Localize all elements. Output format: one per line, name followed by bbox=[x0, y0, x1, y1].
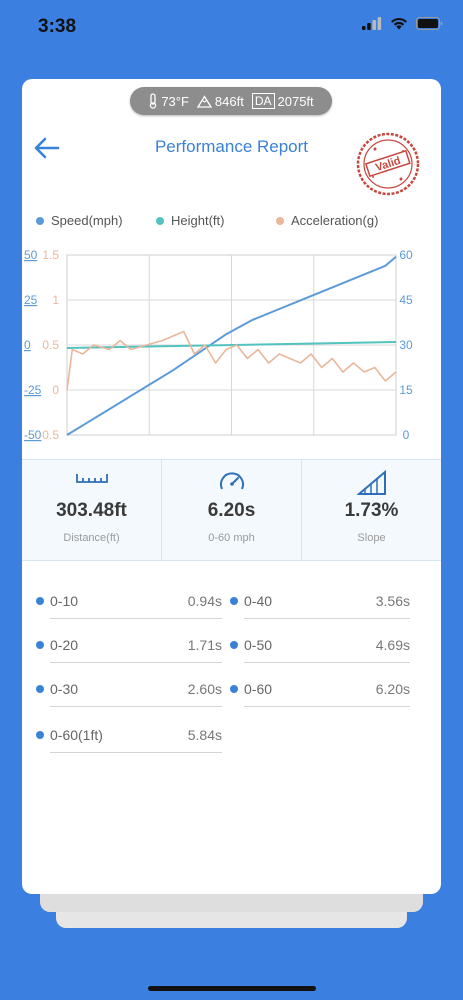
stat-label: 0-60 mph bbox=[208, 532, 255, 544]
right-tick-label: 45 bbox=[399, 293, 413, 307]
stamp-text: Valid bbox=[374, 155, 402, 174]
left-blue-tick-label: 50 bbox=[24, 248, 38, 262]
altitude-item: 846ft bbox=[196, 93, 244, 109]
split-dot bbox=[36, 596, 44, 605]
split-label: 0-20 bbox=[50, 636, 79, 653]
stat-slope: 1.73% Slope bbox=[302, 460, 441, 560]
split-time: 1.71s bbox=[187, 636, 222, 653]
valid-stamp-icon: Valid bbox=[356, 132, 420, 196]
left-blue-tick-label: -50 bbox=[24, 428, 42, 442]
thermometer-icon bbox=[150, 93, 157, 109]
split-label: 0-40 bbox=[244, 592, 273, 609]
speedometer-icon bbox=[219, 472, 244, 490]
page-title: Performance Report bbox=[154, 137, 309, 156]
legend-label: Acceleration(g) bbox=[291, 213, 379, 228]
split-time: 3.56s bbox=[375, 592, 410, 609]
density-altitude-item: DA 2075ft bbox=[251, 93, 314, 109]
stat-value: 1.73% bbox=[344, 500, 399, 521]
left-orange-tick-label: -0.5 bbox=[38, 428, 59, 442]
series-line-0 bbox=[66, 256, 397, 436]
right-tick-label: 60 bbox=[399, 248, 413, 262]
stat-label: Distance(ft) bbox=[63, 532, 120, 544]
left-orange-tick-label: 1 bbox=[52, 293, 59, 307]
back-arrow-icon[interactable] bbox=[32, 133, 62, 163]
left-blue-tick-label: 0 bbox=[24, 338, 31, 352]
split-dot bbox=[230, 684, 238, 693]
split-row-0-10: 0-10 0.94s bbox=[36, 583, 222, 619]
battery-icon bbox=[416, 17, 443, 30]
split-label: 0-60(1ft) bbox=[50, 726, 103, 743]
right-tick-label: 30 bbox=[399, 338, 413, 352]
split-dot bbox=[36, 730, 44, 739]
split-time: 6.20s bbox=[375, 680, 410, 697]
stat-label: Slope bbox=[357, 532, 386, 544]
stat-value: 303.48ft bbox=[56, 500, 127, 521]
split-label: 0-10 bbox=[50, 592, 79, 609]
stat-distance: 303.48ft Distance(ft) bbox=[22, 460, 162, 560]
legend-item-acceleration: Acceleration(g) bbox=[276, 213, 378, 228]
stat-zero-to-sixty: 6.20s 0-60 mph bbox=[162, 460, 302, 560]
legend-label: Height(ft) bbox=[171, 213, 225, 228]
left-orange-tick-label: 1.5 bbox=[42, 248, 59, 262]
split-label: 0-50 bbox=[244, 636, 273, 653]
status-bar: 3:38 bbox=[0, 0, 463, 56]
split-row-0-50: 0-50 4.69s bbox=[230, 627, 410, 663]
split-row-0-60-1ft: 0-60(1ft) 5.84s bbox=[36, 717, 222, 753]
split-label: 0-30 bbox=[50, 680, 79, 697]
left-blue-tick-label: -25 bbox=[24, 383, 42, 397]
wifi-icon bbox=[391, 17, 407, 30]
series-line-1 bbox=[66, 341, 397, 349]
density-altitude-value: 2075ft bbox=[277, 93, 314, 109]
legend-dot bbox=[156, 216, 164, 225]
split-row-0-20: 0-20 1.71s bbox=[36, 627, 222, 663]
performance-chart: 50 25 0 -25 -50 1.5 1 0.5 0 -0.5 60 45 30 15 0 bbox=[24, 248, 413, 442]
left-orange-tick-label: 0 bbox=[52, 383, 59, 397]
series-line-2 bbox=[66, 330, 397, 391]
chart-legend: Speed(mph) Height(ft) Acceleration(g) bbox=[22, 213, 441, 231]
split-row-0-40: 0-40 3.56s bbox=[230, 583, 410, 619]
split-time: 5.84s bbox=[187, 726, 222, 743]
stat-value: 6.20s bbox=[207, 500, 256, 521]
report-card: 73°F 846ft DA 2075ft Performance Report … bbox=[22, 79, 441, 894]
split-time: 2.60s bbox=[187, 680, 222, 697]
status-icons bbox=[362, 17, 443, 30]
split-row-0-30: 0-30 2.60s bbox=[36, 671, 222, 707]
split-time: 4.69s bbox=[375, 636, 410, 653]
ruler-icon bbox=[75, 474, 108, 483]
temperature-item: 73°F bbox=[148, 93, 189, 109]
altitude-value: 846ft bbox=[214, 93, 244, 109]
home-indicator[interactable] bbox=[148, 986, 316, 991]
left-orange-tick-label: 0.5 bbox=[42, 338, 59, 352]
split-dot bbox=[36, 640, 44, 649]
cellular-signal-icon bbox=[362, 17, 382, 30]
split-dot bbox=[230, 640, 238, 649]
split-dot bbox=[36, 684, 44, 693]
temperature-value: 73°F bbox=[161, 93, 189, 109]
legend-dot bbox=[276, 216, 284, 225]
weather-pill: 73°F 846ft DA 2075ft bbox=[130, 87, 332, 115]
legend-item-height: Height(ft) bbox=[156, 213, 224, 228]
legend-label: Speed(mph) bbox=[51, 213, 123, 228]
slope-icon bbox=[356, 470, 386, 495]
left-blue-tick-label: 25 bbox=[24, 293, 38, 307]
split-label: 0-60 bbox=[244, 680, 273, 697]
split-row-0-60: 0-60 6.20s bbox=[230, 671, 410, 707]
split-dot bbox=[230, 596, 238, 605]
legend-dot bbox=[36, 216, 44, 225]
right-tick-label: 0 bbox=[403, 428, 410, 442]
legend-item-speed: Speed(mph) bbox=[36, 213, 123, 228]
da-badge: DA bbox=[251, 93, 275, 109]
mountain-icon bbox=[196, 94, 212, 108]
status-time: 3:38 bbox=[38, 16, 77, 37]
stats-row: 303.48ft Distance(ft) 6.20s 0-60 mph 1.7… bbox=[22, 459, 441, 561]
split-time: 0.94s bbox=[187, 592, 222, 609]
right-tick-label: 15 bbox=[399, 383, 413, 397]
